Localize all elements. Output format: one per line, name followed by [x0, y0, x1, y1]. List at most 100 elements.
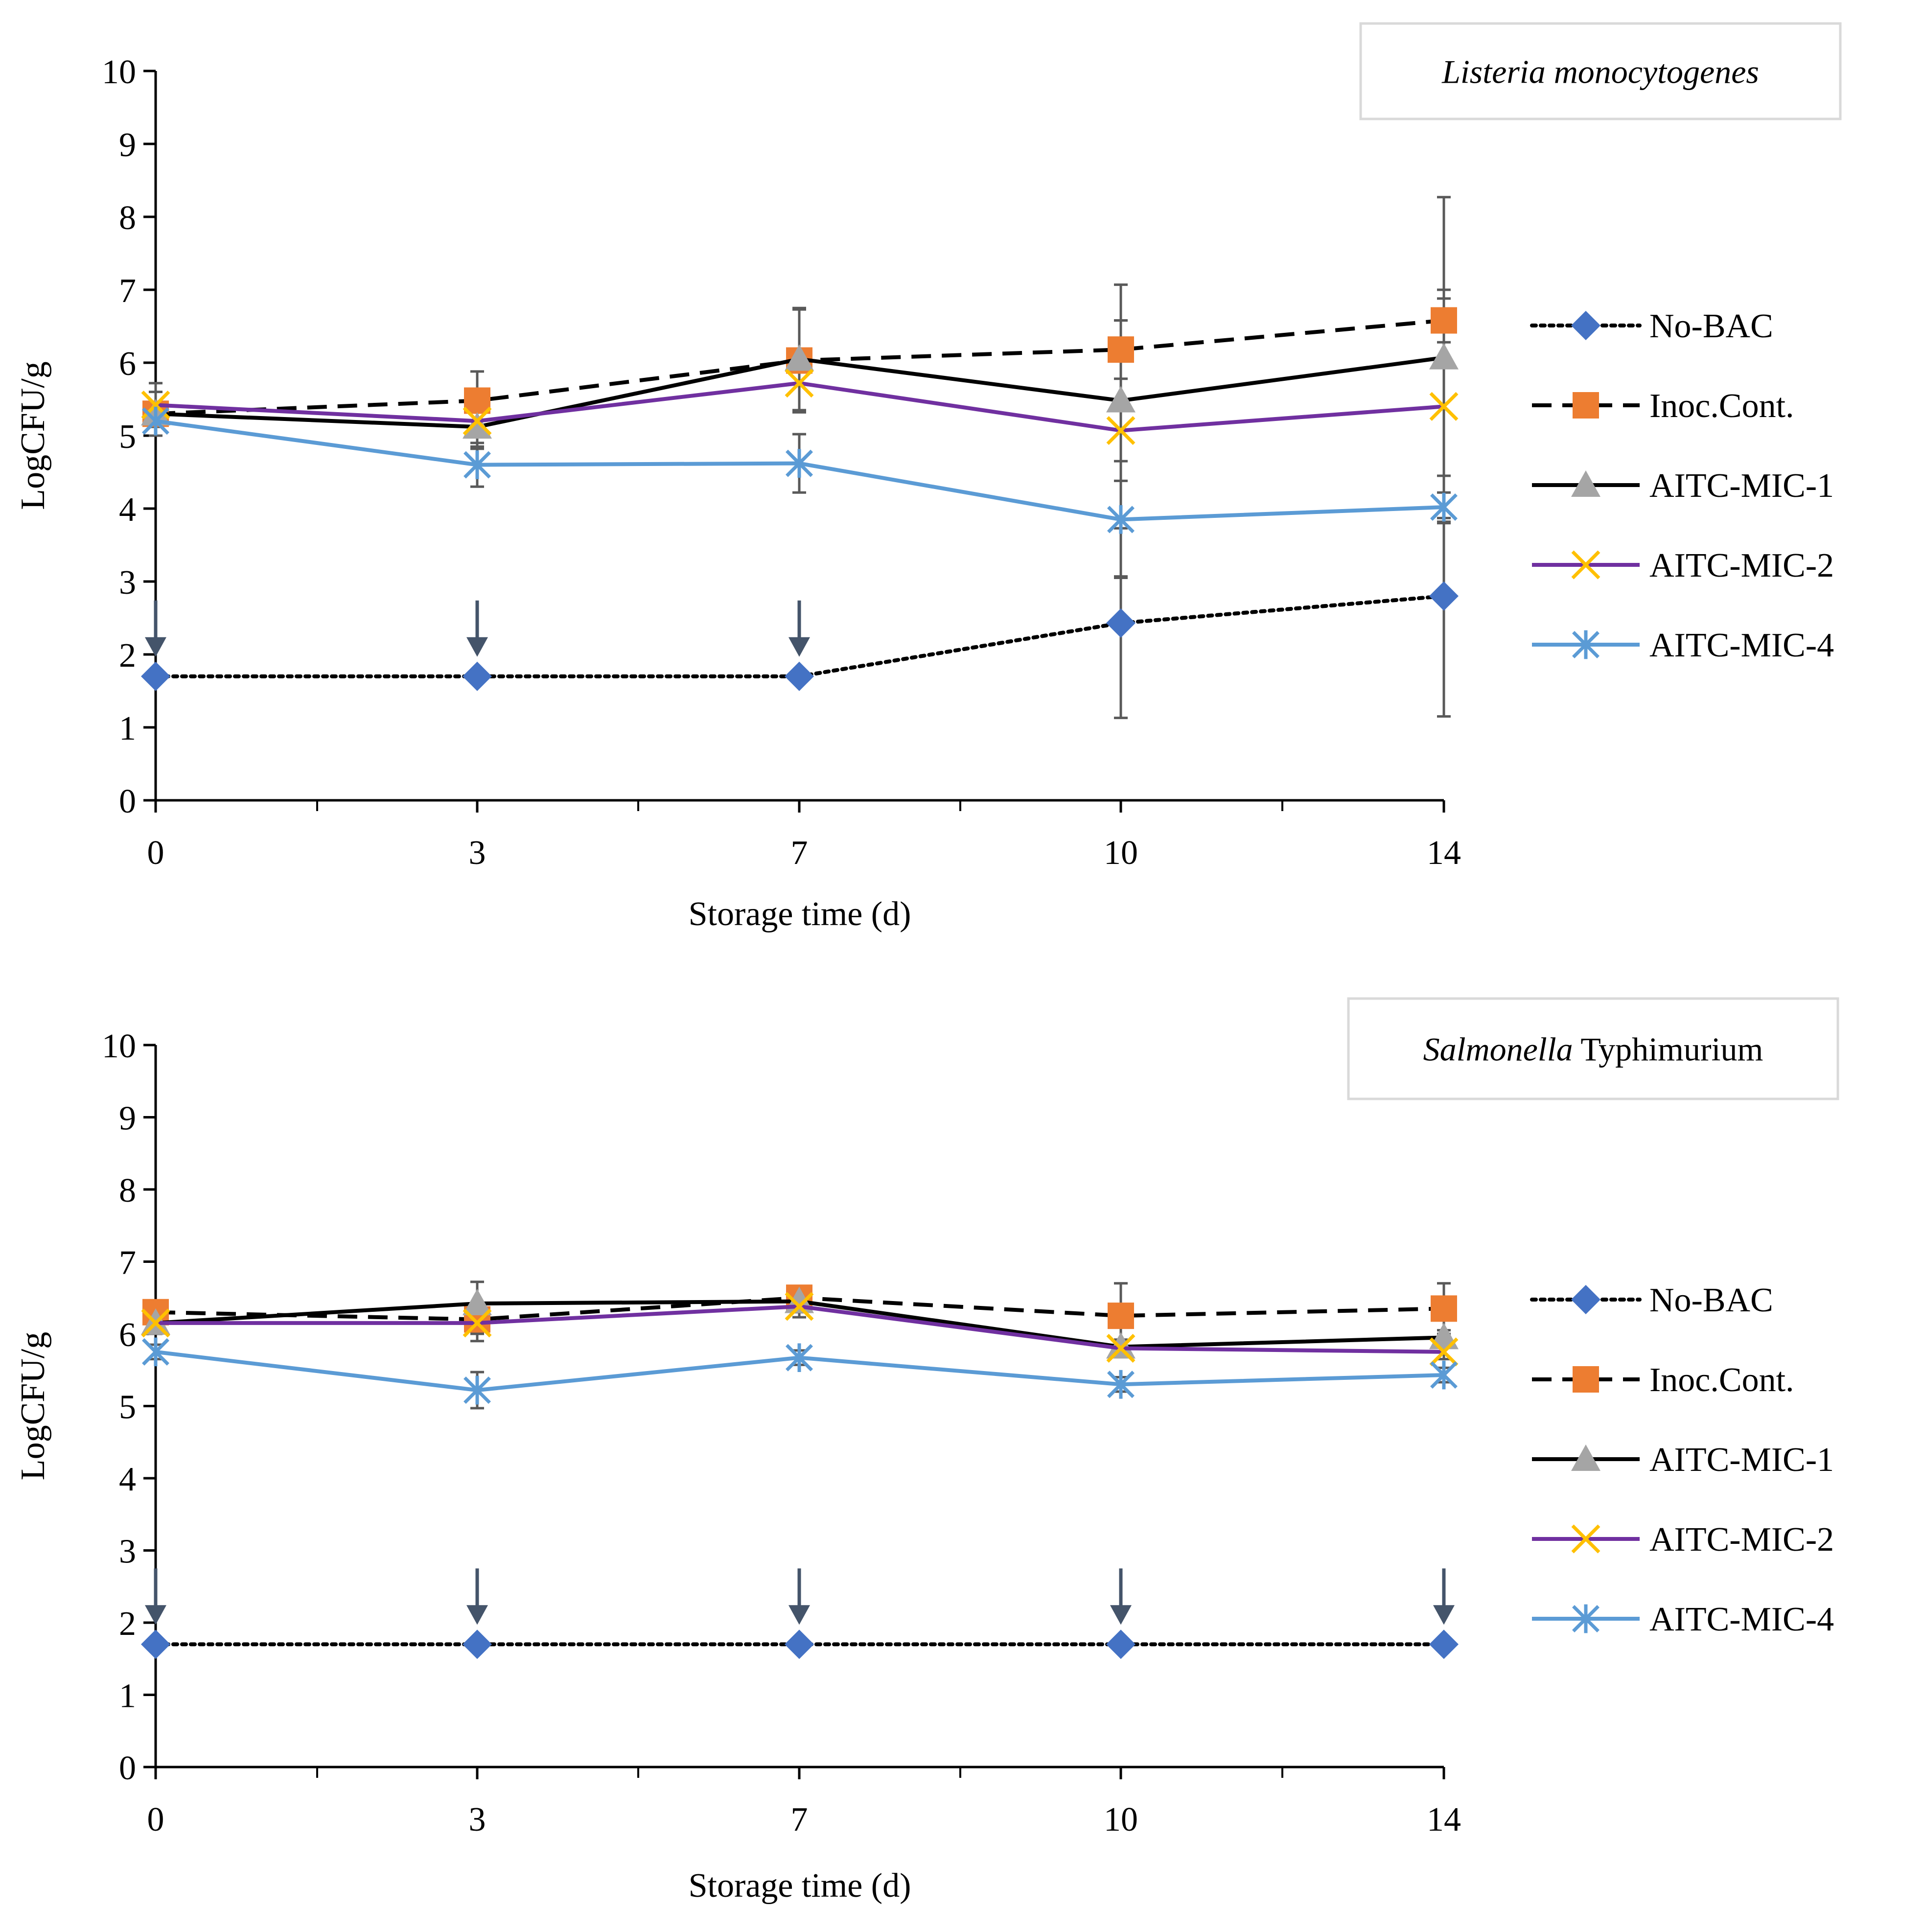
legend-label-inoc: Inoc.Cont. — [1649, 1361, 1794, 1399]
x-tick-label: 14 — [1427, 1801, 1461, 1839]
chart-title-part: Typhimurium — [1573, 1031, 1763, 1068]
legend-marker-inoc — [1573, 1366, 1599, 1393]
data-point-inoc — [1431, 307, 1457, 334]
y-tick-label: 2 — [119, 1605, 136, 1643]
data-point-mic2 — [1429, 392, 1459, 421]
legend-label-nobac: No-BAC — [1649, 1281, 1773, 1319]
x-tick-label: 3 — [469, 1801, 486, 1839]
legend-marker-nobac — [1571, 1285, 1600, 1314]
data-point-mic2 — [463, 1308, 492, 1338]
data-point-mic2 — [463, 406, 492, 436]
data-point-mic4 — [1430, 1360, 1458, 1390]
data-point-mic4 — [1430, 492, 1458, 522]
data-point-nobac — [1106, 608, 1136, 638]
y-tick-label: 10 — [102, 53, 136, 91]
chart-title: Salmonella Typhimurium — [1423, 1031, 1763, 1068]
data-point-mic2 — [785, 1292, 814, 1321]
y-tick-label: 6 — [119, 1316, 136, 1354]
data-point-inoc — [1108, 336, 1134, 363]
data-point-nobac — [1106, 1629, 1136, 1659]
y-tick-label: 6 — [119, 345, 136, 383]
y-tick-label: 4 — [119, 491, 136, 529]
data-point-inoc — [1431, 1295, 1457, 1322]
legend-marker-inoc — [1573, 392, 1599, 419]
data-point-nobac — [1429, 1629, 1459, 1659]
x-axis-label: Storage time (d) — [689, 1867, 911, 1905]
data-point-nobac — [463, 661, 492, 691]
chart-title: Listeria monocytogenes — [1441, 53, 1759, 91]
y-tick-label: 4 — [119, 1461, 136, 1498]
data-point-nobac — [141, 1629, 170, 1659]
legend-label-mic4: AITC-MIC-4 — [1649, 627, 1834, 664]
x-tick-label: 7 — [791, 1801, 808, 1839]
legend-marker-nobac — [1571, 311, 1600, 340]
data-point-nobac — [785, 1629, 814, 1659]
below-detection-arrowhead — [145, 637, 166, 657]
legend-marker-mic2 — [1571, 1524, 1600, 1554]
y-tick-label: 7 — [119, 1244, 136, 1282]
data-point-mic4 — [142, 1337, 169, 1367]
y-axis-label: LogCFU/g — [14, 361, 52, 510]
data-point-mic4 — [786, 1343, 813, 1372]
data-point-inoc — [1108, 1303, 1134, 1329]
below-detection-arrowhead — [145, 1605, 166, 1625]
data-point-mic1 — [785, 344, 814, 371]
y-axis-label: LogCFU/g — [14, 1332, 52, 1480]
data-point-mic4 — [142, 406, 169, 436]
below-detection-arrowhead — [788, 1605, 810, 1625]
y-tick-label: 8 — [119, 1172, 136, 1210]
legend-label-nobac: No-BAC — [1649, 307, 1773, 345]
chart-title-box — [1359, 22, 1842, 120]
data-point-mic1 — [1106, 386, 1136, 413]
x-tick-label: 0 — [147, 834, 164, 872]
below-detection-arrowhead — [466, 1605, 488, 1625]
y-tick-label: 9 — [119, 1100, 136, 1138]
data-point-mic2 — [1429, 1337, 1459, 1367]
chart-title-part: Salmonella — [1423, 1031, 1573, 1068]
data-point-mic2 — [1106, 416, 1136, 445]
x-tick-label: 3 — [469, 834, 486, 872]
y-tick-label: 1 — [119, 710, 136, 747]
data-point-mic2 — [1106, 1334, 1136, 1363]
legend-label-mic1: AITC-MIC-1 — [1649, 1441, 1834, 1479]
y-tick-label: 8 — [119, 199, 136, 237]
y-tick-label: 1 — [119, 1677, 136, 1715]
data-point-nobac — [785, 661, 814, 691]
y-tick-label: 3 — [119, 564, 136, 602]
data-point-nobac — [1429, 581, 1459, 611]
data-point-mic2 — [141, 1308, 170, 1338]
chart-panel-2: 0 1 2 3 4 5 6 7 8 9 10 0 3 7 10 14 Storage time (d) LogCF… — [14, 997, 1839, 1905]
data-point-nobac — [141, 661, 170, 691]
data-point-inoc — [464, 387, 490, 414]
legend-label-inoc: Inoc.Cont. — [1649, 387, 1794, 425]
chart-panel-1: 0 1 2 3 4 5 6 7 8 9 10 0 3 7 10 14 Storage time (d) LogCF… — [14, 22, 1842, 933]
data-point-mic2 — [785, 369, 814, 398]
x-axis-label: Storage time (d) — [689, 895, 911, 933]
y-tick-label: 2 — [119, 637, 136, 675]
data-point-mic1 — [463, 1289, 492, 1316]
legend-marker-mic2 — [1571, 550, 1600, 580]
data-point-mic1 — [1429, 343, 1459, 370]
data-point-mic4 — [1107, 505, 1135, 534]
legend-label-mic2: AITC-MIC-2 — [1649, 547, 1834, 584]
chart-title-box — [1347, 997, 1839, 1100]
x-tick-label: 0 — [147, 1801, 164, 1839]
legend-marker-mic1 — [1571, 1444, 1600, 1471]
x-tick-label: 7 — [791, 834, 808, 872]
legend-marker-mic4 — [1572, 1604, 1599, 1633]
legend-label-mic2: AITC-MIC-2 — [1649, 1521, 1834, 1559]
legend-marker-mic1 — [1571, 470, 1600, 497]
data-point-mic1 — [463, 412, 492, 439]
y-tick-label: 7 — [119, 272, 136, 310]
y-tick-label: 0 — [119, 1749, 136, 1787]
below-detection-arrowhead — [788, 637, 810, 657]
y-tick-label: 3 — [119, 1533, 136, 1571]
legend-label-mic1: AITC-MIC-1 — [1649, 467, 1834, 505]
y-tick-label: 0 — [119, 783, 136, 820]
y-tick-label: 5 — [119, 1389, 136, 1426]
below-detection-arrowhead — [466, 637, 488, 657]
y-tick-label: 10 — [102, 1027, 136, 1065]
below-detection-arrowhead — [1110, 1605, 1132, 1625]
data-point-mic4 — [786, 449, 813, 478]
